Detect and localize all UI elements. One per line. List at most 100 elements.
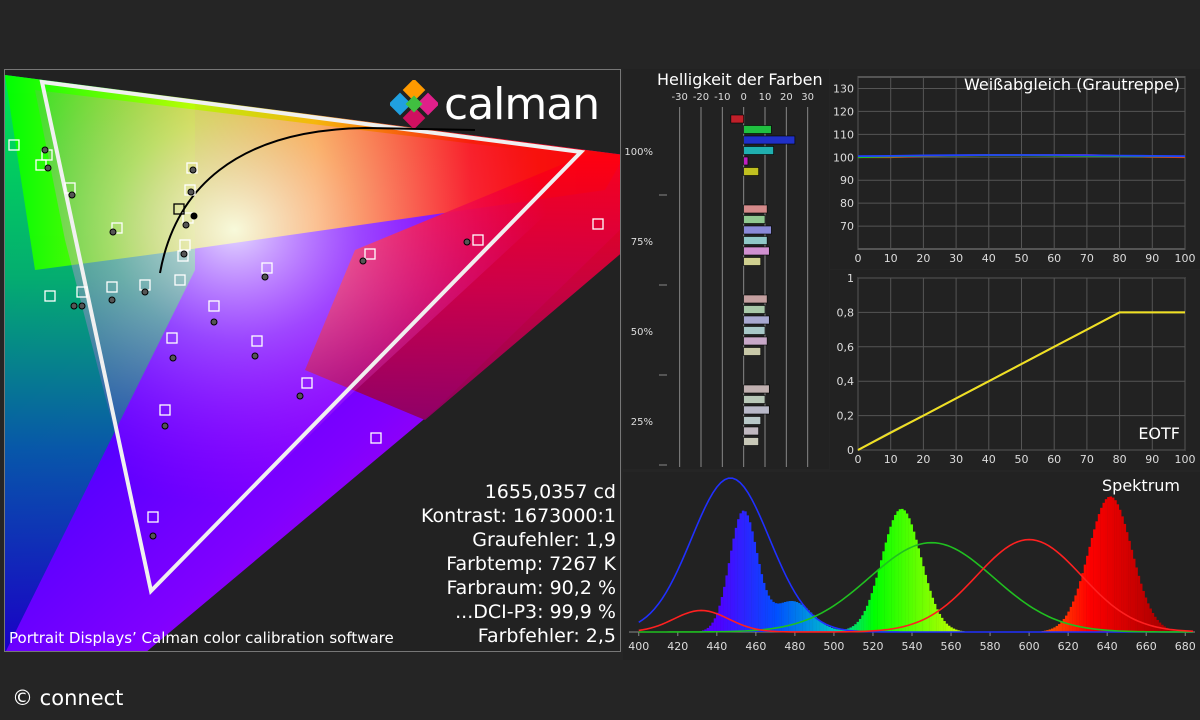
target-marker (8, 139, 20, 151)
tick-label: 20 (780, 92, 793, 103)
spectrum-band (819, 621, 822, 632)
reference-curve (638, 541, 1194, 633)
spectrum-band (1142, 590, 1145, 632)
spectrum-band (837, 629, 841, 632)
spectrum-band (1170, 629, 1173, 632)
spectrum-band (1088, 546, 1091, 632)
spectrum-band (1053, 627, 1056, 632)
spectrum-band (1069, 606, 1073, 632)
spectrum-band (1116, 504, 1120, 632)
spectrum-band (802, 606, 806, 632)
spectrum-band (842, 629, 846, 632)
spectrum-band (922, 566, 925, 632)
spectrum-band (730, 550, 733, 632)
tick-label: 30 (801, 92, 814, 103)
target-marker (179, 239, 191, 251)
reference-curve (638, 477, 1194, 633)
spectrum-band (926, 583, 930, 632)
spectrum-band (746, 515, 750, 632)
spectrum-band (1086, 555, 1089, 632)
spectrum-band (1144, 597, 1148, 632)
cie-diagram (5, 75, 620, 651)
spectrum-band (875, 577, 878, 632)
spectrum-band (753, 541, 757, 632)
spectrum-band (1095, 521, 1098, 632)
spectrum-band (919, 557, 923, 632)
spectrum-band (1060, 621, 1063, 632)
stat-luminance: 1655,0357 cd (484, 481, 616, 503)
target-marker (147, 511, 159, 523)
white-measured-point (190, 212, 198, 220)
spectrum-band (823, 624, 827, 632)
target-marker (44, 290, 56, 302)
spectrum-band (711, 622, 714, 632)
spectrum-band (894, 514, 897, 632)
measured-point (141, 288, 149, 296)
spectrum-band (816, 619, 820, 632)
spectrum-band (704, 629, 707, 632)
tick-label: 440 (706, 640, 727, 653)
tick-label: 25% (631, 417, 653, 428)
spectrum-band (1062, 618, 1066, 632)
spectrum-band (1123, 523, 1127, 632)
tick-label: 70 (840, 220, 854, 233)
spectrum-band (861, 615, 864, 632)
measured-point (296, 392, 304, 400)
tick-label: 70 (1080, 453, 1094, 466)
measured-point (108, 296, 116, 304)
brightness-bar (743, 135, 796, 145)
tick-label: 70 (1080, 252, 1094, 265)
brightness-bar (743, 384, 770, 394)
white-balance-chart: 0 10 20 30 40 50 60 70 80 90 100 70 80 90 100 110 120 130 (833, 76, 1196, 265)
spectrum-band (788, 601, 792, 632)
spectrum-band (1109, 496, 1113, 632)
stat-color-space: Farbraum: 90,2 % (446, 577, 616, 599)
spectrum-band (732, 538, 735, 632)
spectrum-band (840, 629, 843, 632)
tick-label: 100 (1175, 453, 1196, 466)
spectrum-band (760, 574, 764, 632)
spectrum-band (891, 520, 895, 632)
spectrum-band (950, 627, 953, 632)
brightness-bar (743, 156, 749, 166)
spectrum-band (1046, 630, 1049, 632)
target-marker (261, 262, 273, 274)
spectrum-band (1072, 601, 1075, 632)
color-brightness-panel: Helligkeit der Farben -30 -20 -10 0 10 20 30 10… (623, 69, 829, 469)
target-marker (251, 335, 263, 347)
spectrum-band (917, 548, 921, 632)
spectrum-band (1135, 567, 1138, 632)
spectrum-band (739, 513, 743, 632)
measured-point (68, 191, 76, 199)
brightness-bar (743, 294, 768, 304)
spectrum-band (807, 610, 810, 632)
spectrum-band (720, 597, 724, 632)
spectrum-band (809, 612, 813, 632)
stat-dci-p3: ...DCI-P3: 99,9 % (455, 601, 616, 623)
tick-label: 480 (784, 640, 805, 653)
spectrum-band (957, 630, 960, 632)
spectrum-band (779, 603, 782, 632)
dci-p3-gamut-triangle (39, 79, 586, 596)
spectrum-band (767, 595, 771, 632)
brightness-bar (743, 305, 766, 314)
spectrum-band (1130, 549, 1134, 632)
spectrum-band (901, 508, 904, 632)
tick-label: 0 (847, 444, 854, 457)
rgb-balance-line (857, 154, 1186, 158)
white-balance-panel: 0 10 20 30 40 50 60 70 80 90 100 70 80 90 100 110 120 130… (830, 69, 1200, 269)
target-marker (301, 377, 313, 389)
tick-label: 600 (1019, 640, 1040, 653)
spectrum-band (725, 575, 728, 632)
tick-label: 90 (840, 174, 854, 187)
tick-label: 90 (1145, 453, 1159, 466)
spectrum-title: Spektrum (1102, 476, 1180, 495)
spectrum-band (872, 585, 876, 632)
tick-label: 75% (631, 237, 653, 248)
measured-points (41, 146, 471, 540)
planckian-locus (159, 126, 476, 274)
tick-label: 0,2 (837, 410, 855, 423)
spectrum-band (929, 590, 932, 632)
spectrum-band (741, 510, 745, 632)
spectrum-band (769, 599, 773, 632)
